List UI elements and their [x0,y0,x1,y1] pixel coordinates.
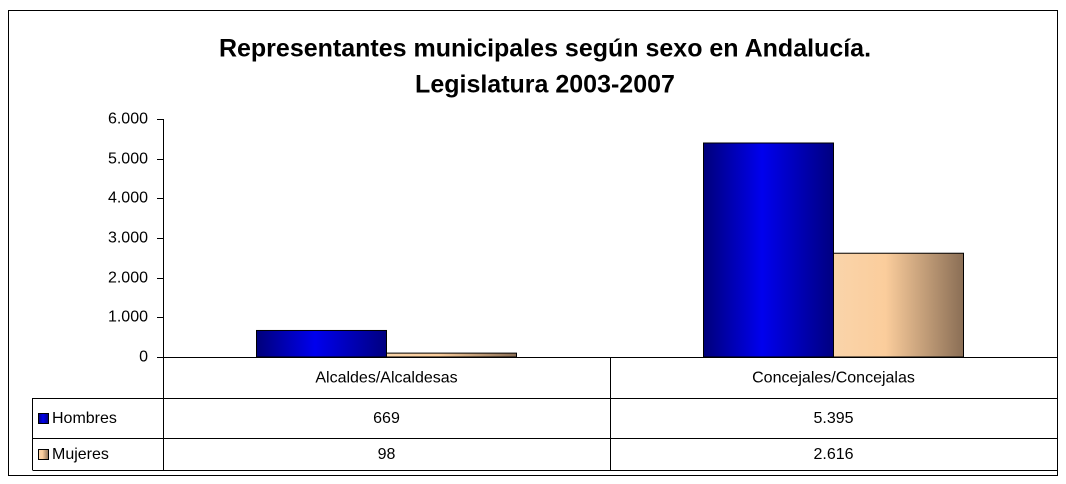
table-value: 5.395 [813,410,853,427]
y-tick-label: 4.000 [108,190,148,207]
x-tick-label: Alcaldes/Alcaldesas [315,370,457,387]
y-tick-label: 2.000 [108,270,148,287]
y-tick-label: 5.000 [108,151,148,168]
table-value: 2.616 [813,446,853,463]
bar [833,252,964,358]
bar [703,142,834,358]
table-value: 669 [373,410,400,427]
y-tick-label: 3.000 [108,230,148,247]
bar [256,329,387,358]
chart-title: Legislatura 2003-2007 [415,71,675,99]
y-tick-label: 1.000 [108,309,148,326]
y-tick-label: 0 [139,349,148,366]
x-tick-label: Concejales/Concejalas [752,370,915,387]
legend-key [38,413,49,424]
bar [386,352,517,358]
y-tick-label: 6.000 [108,111,148,128]
table-value: 98 [378,446,396,463]
legend-label: Mujeres [52,446,109,463]
legend-key [38,449,49,460]
chart-title: Representantes municipales según sexo en… [219,35,871,63]
legend-label: Hombres [52,410,117,427]
